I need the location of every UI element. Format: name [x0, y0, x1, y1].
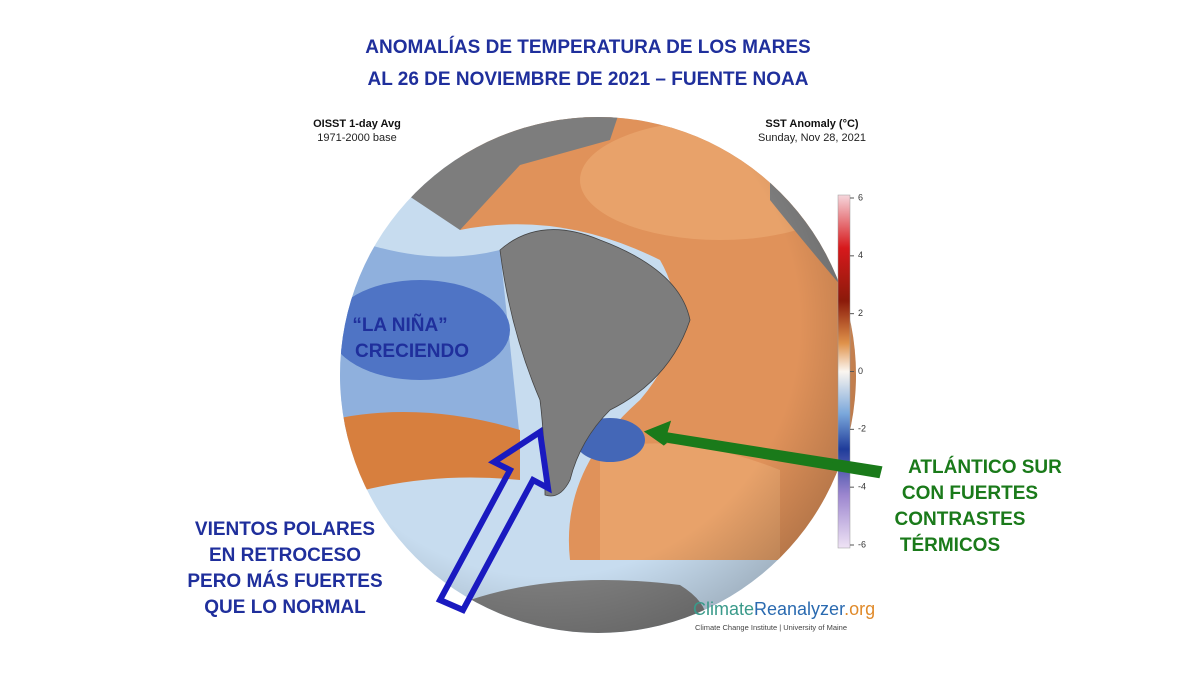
annotation: ATLÁNTICO SUR	[908, 456, 1062, 478]
annotation: CONTRASTES	[895, 509, 1026, 530]
colorbar	[837, 194, 851, 549]
annotation: PERO MÁS FUERTES	[187, 570, 382, 592]
brand-part: Climate	[693, 599, 754, 619]
header-title: SST Anomaly (°C)	[765, 118, 859, 130]
credit-brand: ClimateReanalyzer.org	[693, 599, 875, 619]
annotation: QUE LO NORMAL	[204, 597, 366, 618]
colorbar-tick-label: 6	[858, 192, 863, 202]
brand-part: Reanalyzer	[754, 599, 845, 619]
annotation: “LA NIÑA”	[352, 314, 447, 336]
header-subtitle: Sunday, Nov 28, 2021	[758, 132, 866, 144]
annotation: TÉRMICOS	[900, 534, 1000, 556]
annotation: CON FUERTES	[902, 483, 1038, 504]
colorbar-tick-label: 0	[858, 366, 863, 376]
header-title: OISST 1-day Avg	[313, 118, 401, 130]
arrow	[643, 420, 883, 479]
title-line: ANOMALÍAS DE TEMPERATURA DE LOS MARES	[365, 36, 810, 58]
credit-subtitle: Climate Change Institute | University of…	[695, 623, 847, 632]
brand-part: .org	[844, 599, 875, 619]
colorbar-tick-label: 2	[858, 308, 863, 318]
header-subtitle: 1971-2000 base	[317, 132, 397, 144]
annotation: EN RETROCESO	[209, 545, 361, 566]
annotation: VIENTOS POLARES	[195, 519, 375, 540]
globe	[340, 117, 856, 633]
colorbar-tick-label: 4	[858, 250, 863, 260]
annotation: CRECIENDO	[355, 341, 469, 362]
colorbar-tick-label: -4	[858, 482, 866, 492]
arrow	[435, 426, 552, 614]
title-line: AL 26 DE NOVIEMBRE DE 2021 – FUENTE NOAA	[368, 69, 809, 90]
colorbar-tick-label: -6	[858, 539, 866, 549]
colorbar-tick-label: -2	[858, 424, 866, 434]
